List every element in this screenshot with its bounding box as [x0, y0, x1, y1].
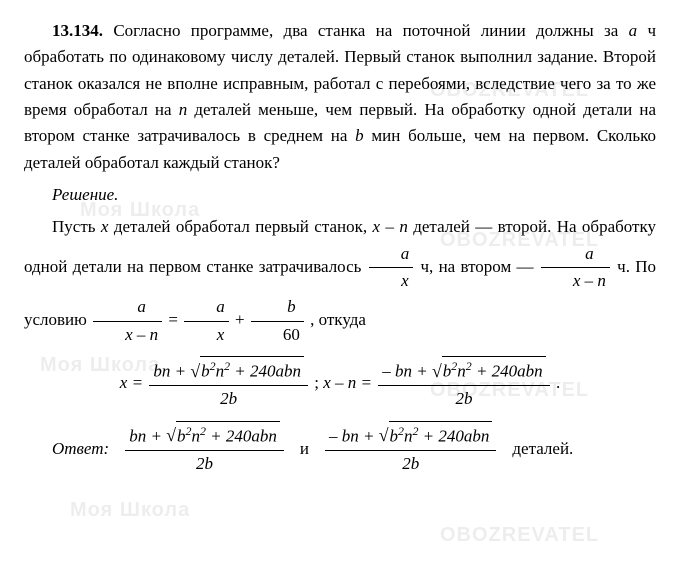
radicand-4: b2n2 + 240abn — [389, 421, 493, 450]
rad-n3: n — [191, 426, 200, 445]
sol-t6: , откуда — [310, 310, 366, 329]
answer-label: Ответ: — [52, 436, 109, 462]
frac-ax-num: a — [369, 241, 414, 268]
eq-rhs1-num: a — [184, 294, 229, 321]
eq-equals: = — [168, 310, 182, 329]
frac-x-solution: bn + b2n2 + 240abn 2b — [149, 356, 308, 413]
result-sep: ; — [314, 373, 323, 392]
eq-rhs1: a x — [184, 294, 229, 348]
xn-sol-num: – bn + b2n2 + 240abn — [378, 356, 549, 386]
sol-t1: Пусть — [52, 217, 101, 236]
rad-b4: b — [390, 426, 399, 445]
radicand-2: b2n2 + 240abn — [442, 356, 546, 385]
sol-xn: x – n — [373, 217, 408, 236]
eq-rhs2-num: b — [251, 294, 304, 321]
sqrt-icon-2: b2n2 + 240abn — [432, 356, 546, 385]
rad-tail4: + 240abn — [418, 426, 489, 445]
solution-result-line: x = bn + b2n2 + 240abn 2b ; x – n = – bn… — [24, 356, 656, 413]
rad-n2: n — [457, 362, 466, 381]
ans1-num: bn + b2n2 + 240abn — [125, 421, 284, 451]
eq-rhs2: b 60 — [251, 294, 304, 348]
x-sol-den: 2b — [149, 386, 308, 412]
answer-frac-1: bn + b2n2 + 240abn 2b — [125, 421, 284, 478]
answer-tail: деталей. — [512, 436, 573, 462]
eq-rhs2-den: 60 — [251, 322, 304, 348]
x-sol-num: bn + b2n2 + 240abn — [149, 356, 308, 386]
frac-a-over-x: a x — [369, 241, 414, 295]
rad-tail1: + 240abn — [230, 362, 301, 381]
eq-rhs1-den: x — [184, 322, 229, 348]
sol-t4: ч, на втором — — [420, 257, 538, 276]
eq-plus: + — [235, 310, 249, 329]
rad-n1: n — [216, 362, 225, 381]
var-n: n — [179, 100, 188, 119]
x-num-lead: bn + — [153, 362, 190, 381]
result-period: . — [556, 373, 560, 392]
xn-equals: x – n = — [323, 373, 376, 392]
sqrt-icon: b2n2 + 240abn — [190, 356, 304, 385]
answer-line: Ответ: bn + b2n2 + 240abn 2b и – bn + b2… — [24, 421, 656, 478]
answer-and: и — [300, 436, 309, 462]
solution-label: Решение. — [24, 182, 656, 208]
frac-xn-solution: – bn + b2n2 + 240abn 2b — [378, 356, 549, 413]
ans1-lead: bn + — [129, 426, 166, 445]
sqrt-icon-3: b2n2 + 240abn — [166, 421, 280, 450]
sqrt-icon-4: b2n2 + 240abn — [379, 421, 493, 450]
frac-axn-num: a — [541, 241, 610, 268]
answer-frac-2: – bn + b2n2 + 240abn 2b — [325, 421, 496, 478]
sol-t2: деталей обработал первый станок, — [108, 217, 372, 236]
rad-b1: b — [201, 362, 210, 381]
watermark-text: OBOZREVATEL — [440, 520, 599, 551]
equation-inline: a x – n = a x + b 60 — [91, 310, 310, 329]
frac-axn-den: x – n — [541, 268, 610, 294]
x-equals: x = — [120, 373, 148, 392]
problem-text-1: Согласно программе, два станка на поточн… — [113, 21, 628, 40]
xn-sol-den: 2b — [378, 386, 549, 412]
ans2-den: 2b — [325, 451, 496, 477]
watermark-text: Моя Школа — [70, 495, 190, 526]
problem-statement: 13.134. Согласно программе, два станка н… — [24, 18, 656, 176]
var-b: b — [355, 126, 364, 145]
solution-paragraph: Пусть x деталей обработал первый станок,… — [24, 214, 656, 348]
radicand-1: b2n2 + 240abn — [200, 356, 304, 385]
eq-lhs: a x – n — [93, 294, 162, 348]
frac-ax-den: x — [369, 268, 414, 294]
ans1-den: 2b — [125, 451, 284, 477]
eq-lhs-num: a — [93, 294, 162, 321]
frac-a-over-xn: a x – n — [541, 241, 610, 295]
xn-num-lead: – bn + — [382, 362, 432, 381]
ans2-num: – bn + b2n2 + 240abn — [325, 421, 496, 451]
radicand-3: b2n2 + 240abn — [176, 421, 280, 450]
rad-tail2: + 240abn — [472, 362, 543, 381]
var-a: a — [629, 21, 638, 40]
problem-number: 13.134. — [52, 21, 103, 40]
eq-lhs-den: x – n — [93, 322, 162, 348]
ans2-lead: – bn + — [329, 426, 379, 445]
rad-tail3: + 240abn — [206, 426, 277, 445]
